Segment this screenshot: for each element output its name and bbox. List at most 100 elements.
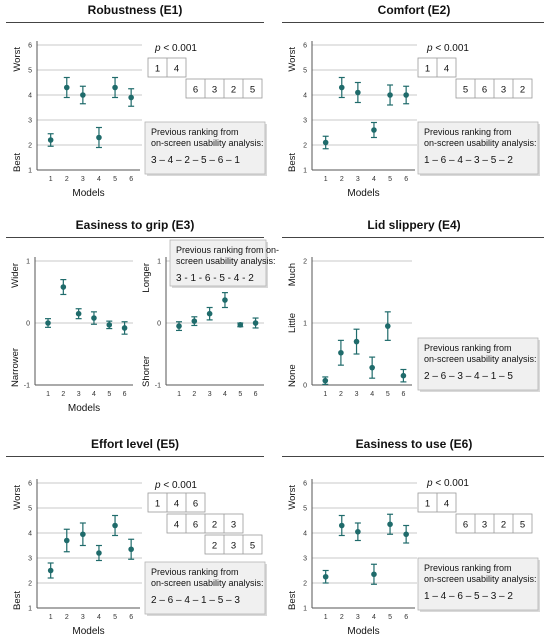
- e2-point: [371, 127, 377, 133]
- e4-ylabel-top: Much: [287, 263, 298, 286]
- e2-ylabel-top: Worst: [287, 47, 298, 72]
- e1-pvalue: p < 0.001: [154, 43, 197, 54]
- e5-point: [112, 522, 118, 529]
- e1-point: [96, 134, 102, 141]
- e5-xtick: 2: [65, 614, 69, 621]
- e2-group-cell: 2: [520, 85, 525, 96]
- e5-point: [128, 546, 134, 553]
- e5-ytick: 1: [28, 606, 32, 613]
- e3-length-xtick: 2: [192, 391, 196, 398]
- e1-ytick: 6: [28, 43, 32, 50]
- e4-xtick: 2: [339, 391, 343, 398]
- e4-note-line1: Previous ranking from: [424, 343, 512, 353]
- e3-width-xtick: 3: [77, 391, 81, 398]
- e5-note-box: [144, 561, 266, 615]
- e2-xtick: 2: [340, 176, 344, 183]
- e2-point: [322, 139, 329, 146]
- e3-width-ytick: -1: [24, 383, 30, 390]
- e5-point: [80, 531, 86, 538]
- e6-xtick: 4: [372, 614, 376, 621]
- e6-ylabel-bottom: Best: [287, 591, 298, 610]
- e2-xtick: 1: [324, 176, 328, 183]
- e6-xtick: 6: [404, 614, 408, 621]
- e1-group-cell: 2: [231, 85, 236, 96]
- e5-pvalue: p < 0.001: [154, 480, 197, 491]
- e4-xtick: 1: [323, 391, 327, 398]
- e1-note-ranking: 3 – 4 – 2 – 5 – 6 – 1: [151, 155, 240, 166]
- e5-note-line1: Previous ranking from: [151, 567, 239, 577]
- e6-xtick: 5: [388, 614, 392, 621]
- e6-point: [403, 531, 409, 538]
- e3-width-xtick: 5: [107, 391, 111, 398]
- e3-length-point: [191, 318, 198, 324]
- title-e6: Easiness to use (E6): [355, 437, 473, 451]
- e1-ylabel-bottom: Best: [12, 153, 23, 172]
- e6-note-ranking: 1 – 4 – 6 – 5 – 3 – 2: [424, 591, 513, 602]
- e1-group-cell: 1: [155, 64, 160, 75]
- e6-ytick: 2: [303, 581, 307, 588]
- e5-ylabel-bottom: Best: [12, 591, 23, 610]
- e4-point: [400, 372, 407, 379]
- e3-width-xtick: 6: [123, 391, 127, 398]
- e3-length-point: [237, 322, 244, 328]
- e5-group-cell: 5: [250, 541, 255, 552]
- e6-point: [387, 521, 393, 528]
- e3-width-xtick: 1: [46, 391, 50, 398]
- e6-point: [371, 571, 377, 578]
- e1-xlabel: Models: [72, 188, 104, 199]
- e1-point: [128, 94, 134, 101]
- e2-note-box: [417, 121, 539, 175]
- title-rule-e5: [6, 456, 264, 457]
- e1-ytick: 2: [28, 143, 32, 150]
- title-rule-e2: [282, 22, 544, 23]
- e5-group-cell: 2: [212, 520, 217, 531]
- e3-width-ylabel-bottom: Narrower: [10, 348, 21, 387]
- e1-point: [63, 84, 70, 91]
- e2-group-cell: 1: [425, 64, 430, 75]
- e3-width-xtick: 2: [61, 391, 65, 398]
- e3-note-box: [169, 239, 267, 287]
- e1-group-cell: 3: [212, 85, 217, 96]
- e5-group-cell: 4: [174, 520, 179, 531]
- e6-ytick: 6: [303, 481, 307, 488]
- e3-length-xtick: 5: [238, 391, 242, 398]
- e4-point: [384, 323, 391, 329]
- e1-group-cell: 5: [250, 85, 255, 96]
- e3-length-point: [176, 323, 182, 329]
- e6-group-cell: 6: [463, 520, 468, 531]
- e5-group-cell: 4: [174, 499, 179, 510]
- e4-note-ranking: 2 – 6 – 3 – 4 – 1 – 5: [424, 371, 513, 382]
- e3-length-xtick: 1: [177, 391, 181, 398]
- e4-xtick: 6: [401, 391, 405, 398]
- e6-xtick: 1: [324, 614, 328, 621]
- e3-length-ytick: 0: [157, 321, 161, 328]
- e3-width-point: [106, 322, 113, 328]
- e5-xtick: 4: [97, 614, 101, 621]
- e3-length-point: [252, 320, 259, 326]
- e2-note-line1: Previous ranking from: [424, 127, 512, 137]
- e3-width-point: [45, 320, 51, 326]
- e5-ytick: 2: [28, 581, 32, 588]
- e6-group-cell: 4: [444, 499, 449, 510]
- e5-group-box: [147, 492, 206, 513]
- e6-xtick: 2: [340, 614, 344, 621]
- e1-xtick: 1: [49, 176, 53, 183]
- e6-point: [355, 528, 361, 535]
- e5-xtick: 6: [129, 614, 133, 621]
- e6-ytick: 1: [303, 606, 307, 613]
- e3-width-point: [91, 315, 97, 321]
- e5-xtick: 5: [113, 614, 117, 621]
- e2-xtick: 4: [372, 176, 376, 183]
- e3-note-line2: screen usability analysis:: [176, 256, 276, 266]
- title-e4: Lid slippery (E4): [367, 218, 461, 232]
- e1-group-cell: 6: [193, 85, 198, 96]
- e6-xtick: 3: [356, 614, 360, 621]
- e6-ylabel-top: Worst: [287, 485, 298, 510]
- e3-length-xtick: 4: [223, 391, 227, 398]
- e3-note-ranking: 3 - 1 - 6 - 5 - 4 - 2: [176, 273, 254, 284]
- e3-length-point: [222, 297, 228, 303]
- e5-ytick: 5: [28, 506, 32, 513]
- e1-ylabel-top: Worst: [12, 47, 23, 72]
- e2-group-cell: 4: [444, 64, 449, 75]
